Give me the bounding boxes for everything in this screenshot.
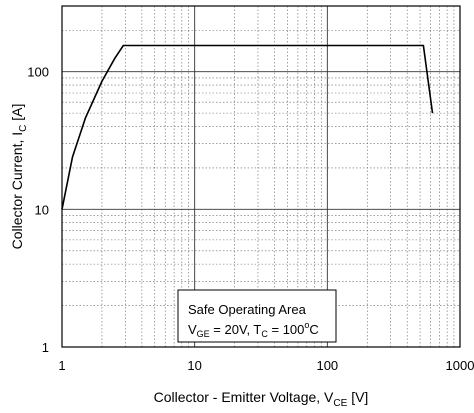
y-tick-labels: 1 10 100 — [27, 65, 49, 355]
x-tick-label: 1000 — [446, 358, 474, 373]
x-tick-labels: 1 10 100 1000 — [58, 358, 474, 373]
x-axis-title: Collector - Emitter Voltage, VCE [V] — [154, 389, 369, 409]
legend-annotation-box: Safe Operating Area VGE = 20V, TC = 100o… — [177, 289, 337, 343]
x-tick-label: 100 — [316, 358, 338, 373]
y-tick-label: 1 — [42, 340, 49, 355]
x-tick-label: 1 — [58, 358, 65, 373]
x-tick-label: 10 — [187, 358, 201, 373]
plot-frame — [61, 5, 461, 348]
soa-boundary-line — [61, 44, 434, 210]
y-tick-label: 100 — [27, 65, 49, 80]
y-tick-label: 10 — [35, 202, 49, 217]
annotation-title: Safe Operating Area — [188, 302, 307, 317]
annotation-conditions: VGE = 20V, TC = 100oC — [188, 320, 319, 339]
y-axis-title: Collector Current, IC [A] — [9, 104, 29, 250]
